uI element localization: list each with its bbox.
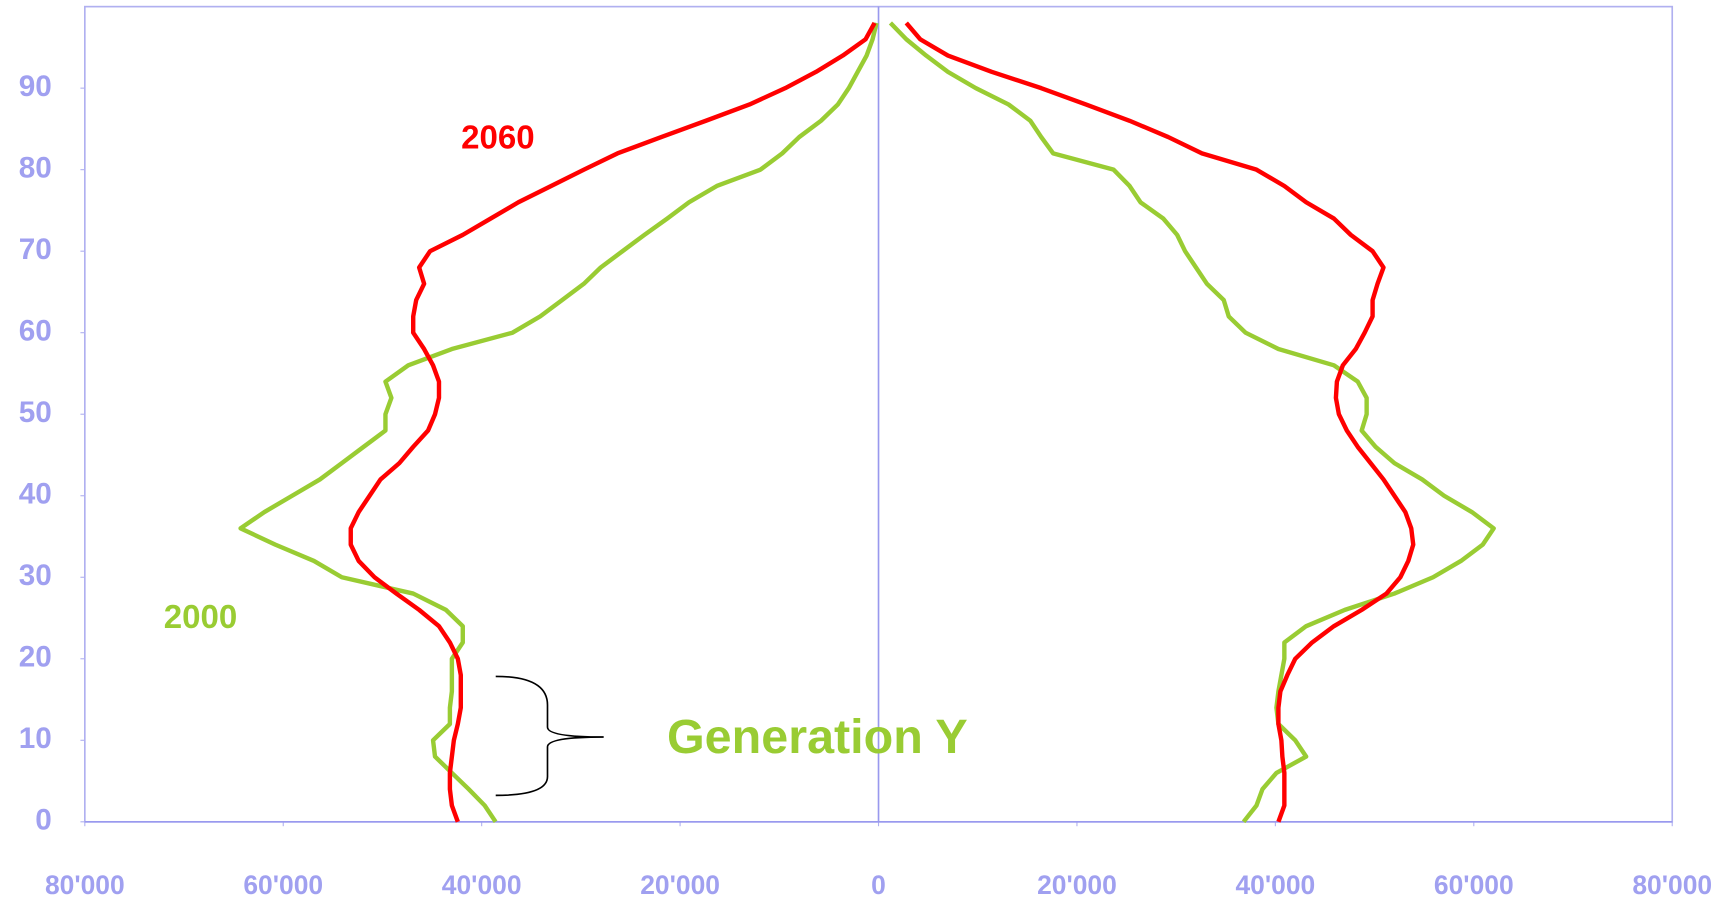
y-tick-label: 90 xyxy=(19,70,52,103)
y-tick-label: 80 xyxy=(19,152,52,185)
series-line xyxy=(888,21,1496,824)
y-tick-label: 10 xyxy=(19,722,52,755)
series-line xyxy=(348,21,877,823)
x-tick-label: 0 xyxy=(871,870,886,900)
y-tick-label: 50 xyxy=(19,396,52,429)
annotation: 2000 xyxy=(164,599,237,636)
x-tick-label: 20'000 xyxy=(640,870,720,900)
x-tick-label: 40'000 xyxy=(442,870,522,900)
x-tick-label: 20'000 xyxy=(1037,870,1117,900)
x-tick-label: 60'000 xyxy=(243,870,323,900)
y-tick-label: 20 xyxy=(19,641,52,674)
y-tick-label: 30 xyxy=(19,559,52,592)
annotation: Generation Y xyxy=(667,710,968,764)
x-tick-label: 40'000 xyxy=(1235,870,1315,900)
y-tick-label: 70 xyxy=(19,233,52,266)
brace xyxy=(495,675,604,797)
series-line xyxy=(904,21,1416,823)
y-tick-label: 0 xyxy=(35,804,52,837)
annotation: 2060 xyxy=(461,120,534,157)
y-tick-label: 40 xyxy=(19,478,52,511)
x-tick-label: 60'000 xyxy=(1434,870,1514,900)
x-tick-label: 80'000 xyxy=(1632,870,1712,900)
x-tick-label: 80'000 xyxy=(45,870,125,900)
y-tick-label: 60 xyxy=(19,315,52,348)
series-line xyxy=(238,22,879,824)
